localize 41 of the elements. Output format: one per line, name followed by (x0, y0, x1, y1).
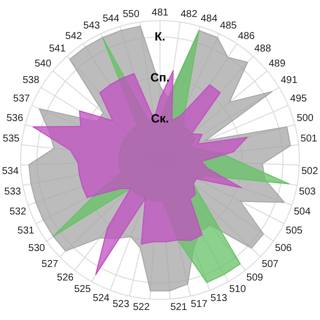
spoke-label: 540 (34, 58, 52, 70)
spoke-label: 495 (290, 93, 308, 104)
spoke-label: 509 (246, 272, 264, 284)
spoke-label: 500 (296, 112, 314, 124)
spoke-label: 525 (74, 284, 92, 296)
spoke-label: 523 (112, 298, 130, 310)
spoke-label: 505 (286, 225, 303, 236)
spoke-label: 534 (2, 166, 20, 177)
spoke-label: 536 (6, 112, 24, 124)
spoke-label: 544 (102, 13, 120, 24)
spoke-label: 541 (48, 43, 66, 54)
spoke-label: 503 (299, 186, 316, 198)
spoke-label: 504 (294, 206, 311, 218)
spoke-label: 522 (132, 302, 150, 313)
spoke-label: 506 (275, 243, 292, 254)
spoke-label: 485 (220, 20, 238, 32)
spoke-label: 542 (65, 30, 82, 42)
spoke-label: 526 (56, 272, 74, 284)
spoke-label: 521 (170, 302, 188, 313)
y-tick-label: К. (154, 29, 166, 44)
spoke-label: 535 (2, 133, 20, 144)
spoke-label: 533 (4, 186, 22, 198)
spoke-label: 531 (18, 225, 35, 236)
spoke-label: 513 (210, 292, 228, 304)
spoke-label: 507 (262, 258, 279, 270)
spoke-label: 489 (268, 58, 286, 70)
spoke-label: 482 (180, 8, 198, 20)
spoke-label: 501 (300, 133, 318, 144)
spoke-label: 491 (280, 75, 298, 86)
spoke-label: 481 (152, 7, 169, 18)
spoke-label: 488 (254, 43, 272, 54)
spoke-label: 532 (9, 206, 27, 218)
spoke-label: 537 (13, 93, 30, 104)
spoke-label: 510 (229, 284, 246, 296)
spoke-label: 550 (122, 8, 140, 20)
spoke-label: 484 (200, 13, 218, 24)
spoke-label: 486 (238, 30, 256, 42)
spoke-label: 517 (190, 298, 208, 310)
spoke-label: 524 (92, 292, 110, 304)
spoke-label: 502 (301, 166, 318, 177)
spoke-label: 543 (83, 20, 100, 32)
